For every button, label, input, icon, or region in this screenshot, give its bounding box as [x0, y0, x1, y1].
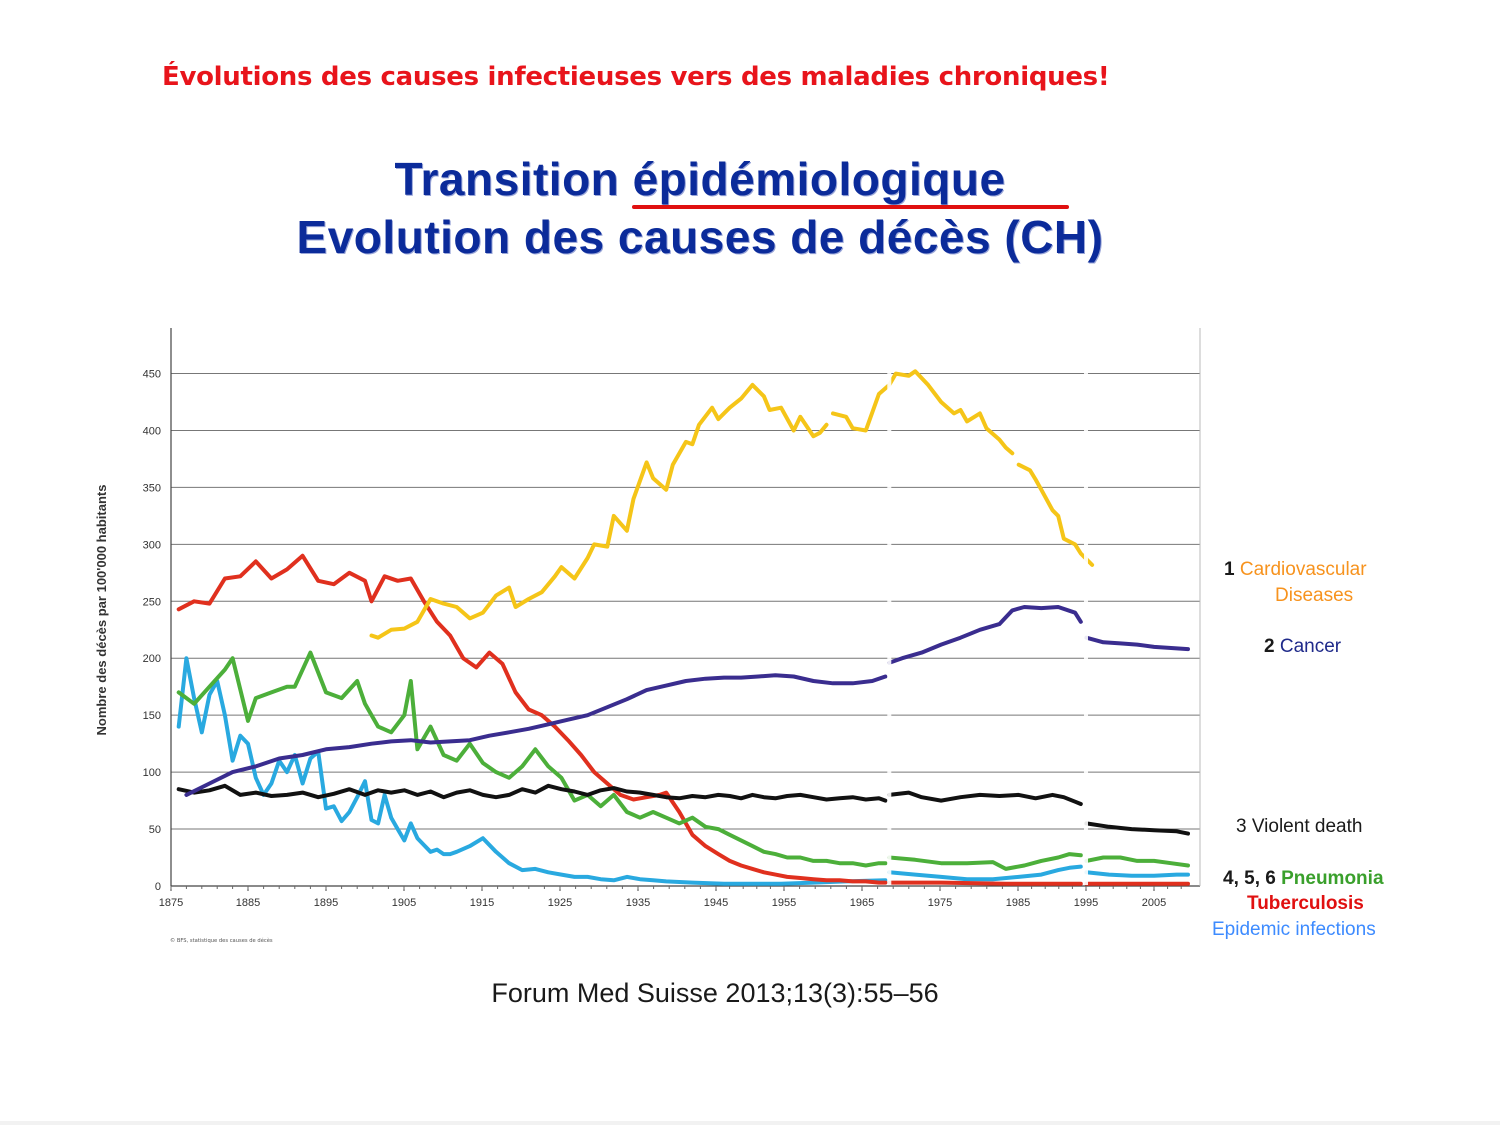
legend-group-number: 4, 5, 6	[1223, 868, 1276, 889]
y-tick-label: 300	[143, 539, 161, 551]
series-line-violent	[1084, 821, 1190, 836]
series-line-cancer	[887, 605, 1083, 665]
x-tick-label: 1985	[1006, 897, 1030, 909]
x-tick-label: 1965	[850, 897, 874, 909]
y-axis-label: Nombre des décès par 100'000 habitants	[94, 485, 109, 736]
series-line-cardiovascular	[831, 369, 1015, 456]
legend-cancer-label: Cancer	[1279, 636, 1342, 657]
x-tick-label: 1875	[159, 897, 183, 909]
x-tick-label: 2005	[1142, 897, 1166, 909]
series-line-pneumonia	[176, 650, 888, 868]
series-line-cancer	[1084, 635, 1190, 652]
legend-pneumonia: 4, 5, 6 Pneumonia	[1223, 868, 1384, 890]
series-break-gap	[887, 368, 892, 885]
legend-epidemic: Epidemic infections	[1212, 919, 1376, 940]
legend-cancer-number: 2	[1264, 636, 1275, 657]
x-tick-label: 1885	[236, 897, 260, 909]
footer-divider	[0, 1121, 1500, 1125]
legend-cancer: 2 Cancer	[1264, 636, 1341, 658]
chart-axes: 0 50 100 150 200 250 300 350 400 450 1875 1885 1895 1…	[143, 328, 1201, 909]
x-tick-label: 1995	[1074, 897, 1098, 909]
x-tick-label: 1955	[772, 897, 796, 909]
series-line-cardiovascular	[369, 382, 829, 640]
x-tick-label: 1935	[626, 897, 650, 909]
series-line-tuberculosis	[887, 880, 1083, 886]
series-line-pneumonia	[1084, 855, 1190, 868]
x-tick-label: 1895	[314, 897, 338, 909]
series-line-pneumonia	[887, 852, 1083, 871]
series-line-cancer	[184, 673, 888, 797]
legend-tuberculosis: Tuberculosis	[1247, 893, 1364, 914]
title-line-2: Evolution des causes de décès (CH)	[296, 211, 1104, 263]
x-tick-label: 1905	[392, 897, 416, 909]
series-break-gap	[1084, 368, 1088, 885]
y-tick-label: 250	[143, 596, 161, 608]
chart-series	[176, 368, 1190, 886]
slide-headline: Évolutions des causes infectieuses vers …	[162, 62, 1110, 92]
chart-grid	[171, 373, 1200, 887]
title-line-1: Transition épidémiologique	[0, 152, 1405, 206]
x-tick-label: 1945	[704, 897, 728, 909]
citation: Forum Med Suisse 2013;13(3):55–56	[491, 978, 939, 1008]
series-line-tuberculosis	[176, 553, 888, 885]
y-tick-label: 450	[143, 369, 161, 381]
series-line-epidemic	[887, 864, 1083, 882]
y-tick-label: 200	[143, 653, 161, 665]
title-red-underline	[632, 205, 1069, 209]
y-tick-label: 400	[143, 425, 161, 437]
title-prefix: Transition	[394, 153, 633, 205]
series-line-cardiovascular	[1016, 462, 1095, 567]
y-tick-label: 50	[149, 824, 161, 836]
series-line-violent	[887, 790, 1083, 806]
legend-cardio-label: Cardiovascular	[1239, 559, 1367, 580]
y-tick-label: 100	[143, 767, 161, 779]
y-tick-label: 150	[143, 710, 161, 722]
legend-cardio-number: 1	[1224, 559, 1235, 580]
legend-cardio-line1: 1 Cardiovascular	[1224, 559, 1367, 581]
legend-violent-death: 3 Violent death	[1236, 816, 1363, 837]
y-tick-label: 0	[155, 881, 161, 893]
series-line-violent	[176, 783, 888, 803]
y-tick-label: 350	[143, 482, 161, 494]
series-line-epidemic	[1084, 870, 1190, 878]
source-footnote: © BFS, statistique des causes de décès	[170, 937, 273, 944]
legend-cardio-label-2: Diseases	[1275, 585, 1354, 606]
legend-pneumonia-label: Pneumonia	[1281, 868, 1384, 889]
series-line-epidemic	[176, 656, 888, 886]
title-underlined-word: épidémiologique	[632, 153, 1006, 205]
x-tick-label: 1925	[548, 897, 572, 909]
x-tick-label: 1915	[470, 897, 494, 909]
x-tick-label: 1975	[928, 897, 952, 909]
